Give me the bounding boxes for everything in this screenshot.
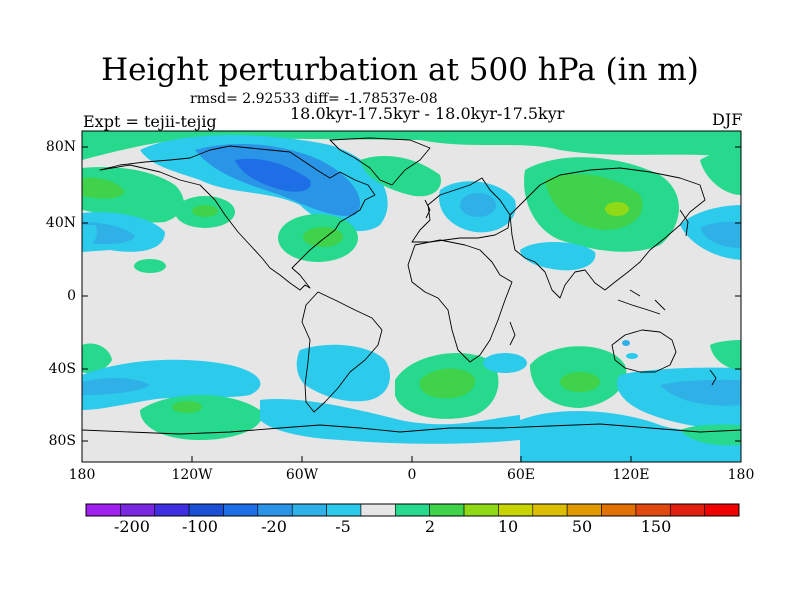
lon-label-0: 0 bbox=[407, 467, 417, 483]
southern-ocean-cyan bbox=[260, 399, 520, 444]
colorbar-label: 150 bbox=[640, 517, 672, 536]
colorbar-swatch bbox=[360, 503, 396, 517]
colorbar-swatch bbox=[635, 503, 671, 517]
ne-pacific-green bbox=[700, 150, 741, 195]
colorbar-swatch bbox=[498, 503, 534, 517]
colorbar-swatch bbox=[85, 503, 121, 517]
colorbar-label: -20 bbox=[261, 517, 287, 536]
left-edge-cyan bbox=[82, 225, 97, 248]
colorbar-swatch bbox=[669, 503, 705, 517]
colorbar-swatch bbox=[120, 503, 156, 517]
antarctic-cyan bbox=[520, 410, 741, 462]
period-line: 18.0kyr-17.5kyr - 18.0kyr-17.5kyr bbox=[290, 104, 565, 123]
small-cyan-australia bbox=[626, 353, 638, 359]
colorbar-swatch bbox=[257, 503, 293, 517]
coastlines bbox=[82, 137, 741, 435]
experiment-line: Expt = tejii-tejig bbox=[83, 112, 217, 131]
colorbar-swatch bbox=[601, 503, 637, 517]
colorbar-frame bbox=[85, 503, 740, 517]
pacific-green-core bbox=[192, 205, 218, 217]
colorbar-label: 10 bbox=[497, 517, 519, 536]
colorbar bbox=[85, 503, 740, 517]
lat-label-80s: 80S bbox=[48, 433, 76, 449]
coast-new-zealand bbox=[709, 369, 717, 386]
south-pacific-blue bbox=[82, 378, 150, 395]
colorbar-swatch bbox=[395, 503, 430, 517]
colorbar-swatch bbox=[704, 503, 740, 517]
australia-right-green bbox=[710, 340, 741, 370]
coast-madagascar bbox=[509, 321, 516, 346]
lon-label-60w: 60W bbox=[285, 467, 319, 483]
antarctic-green bbox=[680, 424, 741, 446]
coast-south-america bbox=[301, 291, 383, 413]
coast-north-america bbox=[99, 145, 376, 291]
colorbar-swatch bbox=[326, 503, 362, 517]
colorbar-swatch bbox=[429, 503, 465, 517]
coast-australia bbox=[611, 329, 677, 373]
coast-greenland bbox=[329, 137, 431, 186]
south-africa-cyan bbox=[483, 353, 527, 373]
coast-antarctica bbox=[82, 423, 741, 435]
axis-ticks bbox=[81, 146, 742, 462]
colorbar-swatch bbox=[291, 503, 327, 517]
stats-line: rmsd= 2.92533 diff= -1.78537e-08 bbox=[190, 91, 438, 107]
colorbar-swatch bbox=[566, 503, 602, 517]
southeast-pacific-green bbox=[82, 343, 112, 374]
colorbar-swatch bbox=[154, 503, 190, 517]
map-area bbox=[82, 131, 741, 462]
lon-label-180e: 180 bbox=[727, 467, 755, 483]
lat-label-0: 0 bbox=[67, 288, 76, 304]
north-america-deep bbox=[235, 158, 311, 192]
colorbar-label: 50 bbox=[571, 517, 593, 536]
lat-label-40s: 40S bbox=[48, 361, 76, 377]
south-pacific-green-core bbox=[172, 401, 202, 413]
south-pacific-green bbox=[140, 395, 262, 440]
colorbar-swatch bbox=[532, 503, 568, 517]
season-label: DJF bbox=[712, 110, 743, 129]
coast-uk bbox=[424, 199, 431, 219]
lat-label-80n: 80N bbox=[45, 139, 76, 155]
europe-blue-core bbox=[460, 193, 496, 217]
lat-label-40n: 40N bbox=[45, 215, 76, 231]
lon-label-120e: 120E bbox=[612, 467, 650, 483]
colorbar-swatch bbox=[188, 503, 224, 517]
coast-se-asia-islands bbox=[617, 289, 666, 315]
north-atlantic-green bbox=[360, 155, 441, 197]
coast-africa bbox=[407, 239, 513, 363]
colorbar-swatch bbox=[463, 503, 499, 517]
lon-label-180w: 180 bbox=[68, 467, 96, 483]
coast-japan bbox=[679, 209, 689, 237]
colorbar-label: 2 bbox=[424, 517, 436, 536]
lon-label-60e: 60E bbox=[506, 467, 536, 483]
colorbar-label: -5 bbox=[335, 517, 351, 536]
south-asia-blue bbox=[520, 241, 596, 271]
west-pacific-mid bbox=[700, 221, 741, 248]
asia-green-core bbox=[545, 174, 643, 230]
colorbar-label: -200 bbox=[114, 517, 150, 536]
south-america-cyan bbox=[296, 344, 390, 402]
colorbar-swatch bbox=[223, 503, 259, 517]
australia-blue-dot bbox=[622, 340, 630, 346]
south-atlantic-core bbox=[419, 368, 476, 399]
south-indian-blue bbox=[660, 379, 741, 406]
pacific-nw-core bbox=[82, 177, 125, 199]
lon-label-120w: 120W bbox=[171, 467, 213, 483]
asia-yellow bbox=[605, 202, 629, 216]
plot-title: Height perturbation at 500 hPa (in m) bbox=[101, 52, 699, 88]
coast-asia bbox=[509, 167, 706, 299]
small-green-pacific bbox=[134, 259, 166, 273]
south-pacific-cyan bbox=[82, 359, 261, 410]
us-green-core bbox=[303, 227, 343, 247]
colorbar-label: -100 bbox=[182, 517, 218, 536]
indian-ocean-core bbox=[560, 372, 600, 392]
